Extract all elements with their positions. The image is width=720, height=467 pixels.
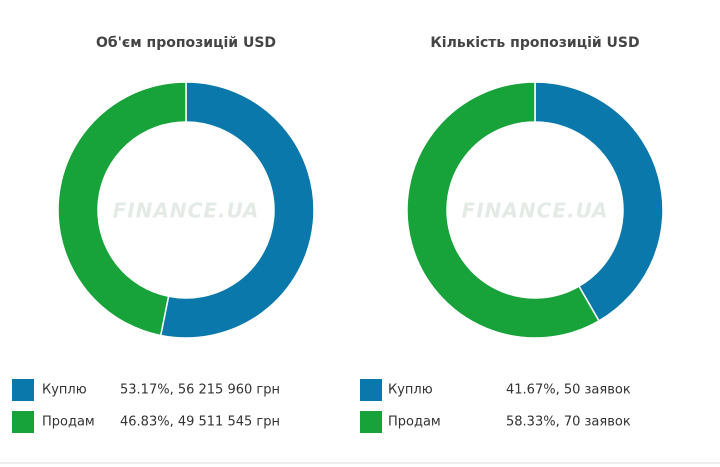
legend-swatch: [360, 411, 382, 433]
donut-segment: [534, 81, 664, 322]
legend-value: 46.83%, 49 511 545 грн: [120, 415, 280, 430]
legend-value: 41.67%, 50 заявок: [506, 383, 631, 398]
legend-label: Продам: [388, 415, 441, 430]
watermark: FINANCE.UA: [462, 199, 609, 223]
chart-title: Об'єм пропозицій USD: [96, 35, 276, 51]
legend-value: 58.33%, 70 заявок: [506, 415, 631, 430]
donut-segment: [57, 81, 187, 337]
legend-label: Куплю: [388, 383, 433, 398]
legend-swatch: [12, 379, 34, 401]
legend-label: Продам: [42, 415, 95, 430]
legend-swatch: [12, 411, 34, 433]
donut-segment: [159, 81, 315, 339]
legend-value: 53.17%, 56 215 960 грн: [120, 383, 280, 398]
donut-segment: [406, 81, 601, 339]
watermark: FINANCE.UA: [113, 199, 260, 223]
legend-label: Куплю: [42, 383, 87, 398]
chart-title: Кількість пропозицій USD: [430, 35, 639, 51]
legend-swatch: [360, 379, 382, 401]
